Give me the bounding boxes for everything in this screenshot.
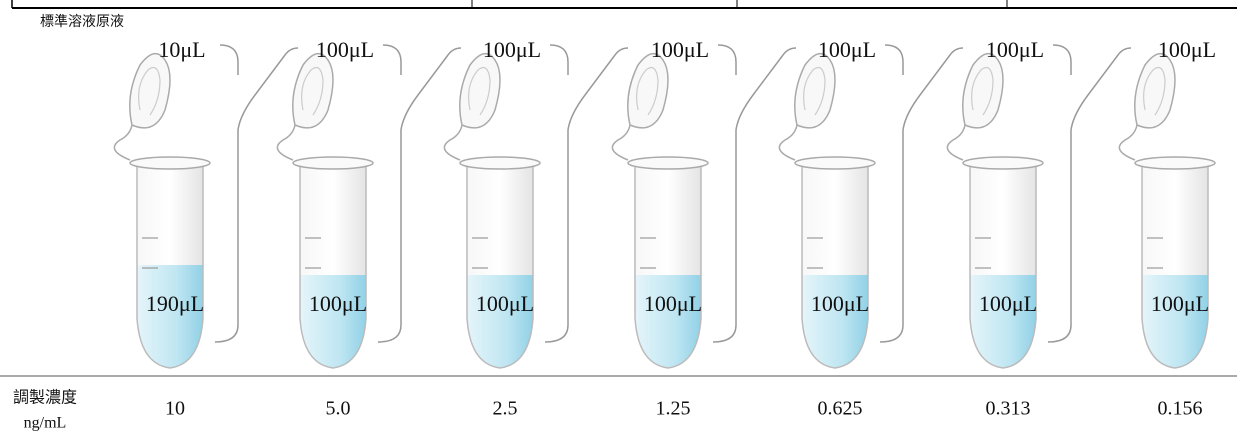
top-volume: 100μL <box>483 37 541 62</box>
liquid <box>635 275 701 368</box>
concentration: 10 <box>165 398 185 420</box>
concentration: 5.0 <box>326 398 351 420</box>
tubes: 10μL190μL10100μL100μL5.0100μL100μL2.5100… <box>113 37 1216 420</box>
row-unit: ng/mL <box>24 415 67 432</box>
top-volume: 100μL <box>1158 37 1216 62</box>
transfer-bracket <box>377 47 462 343</box>
cap-hinge <box>946 124 966 161</box>
cap <box>459 52 501 129</box>
top-volume: 100μL <box>986 37 1044 62</box>
top-bracket <box>549 44 569 75</box>
tube-outline <box>466 164 534 369</box>
table-top <box>11 0 1237 9</box>
tube: 100μL 100μL 0.313 <box>946 37 1132 420</box>
tube-rim <box>129 156 211 170</box>
cap-hinge <box>113 124 133 161</box>
top-volume: 10μL <box>158 37 205 62</box>
bottom-volume: 190μL <box>146 291 204 316</box>
bottom-volume: 100μL <box>979 291 1037 316</box>
cap <box>292 52 334 129</box>
transfer-bracket <box>879 47 964 343</box>
bottom-volume: 100μL <box>644 291 702 316</box>
concentration: 0.313 <box>986 398 1031 420</box>
tube-outline <box>299 164 367 369</box>
cap-inner <box>468 67 491 116</box>
tube-rim <box>459 156 541 170</box>
tube: 100μL 100μL 5.0 <box>276 37 462 420</box>
top-bracket <box>717 44 737 75</box>
tube-rim <box>1134 156 1216 170</box>
liquid <box>970 275 1036 368</box>
concentration: 0.156 <box>1158 398 1203 420</box>
top-volume: 100μL <box>818 37 876 62</box>
cap <box>129 52 171 129</box>
cap-hinge <box>611 124 631 161</box>
tube-outline <box>1141 164 1209 369</box>
cap-inner <box>1143 67 1166 116</box>
tube: 100μL 100μL 1.25 <box>611 37 797 420</box>
cap-inner <box>636 67 659 116</box>
tube-outline <box>801 164 869 369</box>
tube-outline <box>969 164 1037 369</box>
tube: 10μL 190μL 10 <box>113 37 299 420</box>
bottom-volume: 100μL <box>476 291 534 316</box>
cap-hinge <box>1118 124 1138 161</box>
tube: 100μL 100μL 0.156 <box>1118 37 1216 420</box>
liquid <box>1142 275 1208 368</box>
cap-inner <box>971 67 994 116</box>
bottom-volume: 100μL <box>309 291 367 316</box>
tube-rim <box>292 156 374 170</box>
cap <box>627 52 669 129</box>
liquid <box>467 275 533 368</box>
cap <box>1134 52 1176 129</box>
tube-outline <box>136 164 204 369</box>
top-bracket <box>219 44 239 75</box>
bottom-volume: 100μL <box>1151 291 1209 316</box>
top-bracket <box>382 44 402 75</box>
top-bracket <box>884 44 904 75</box>
cap <box>794 52 836 129</box>
concentration: 2.5 <box>493 398 518 420</box>
liquid <box>137 265 203 368</box>
transfer-bracket <box>544 47 629 343</box>
cap-hinge <box>778 124 798 161</box>
concentration: 1.25 <box>656 398 691 420</box>
cap-inner <box>138 67 161 116</box>
tube-outline <box>634 164 702 369</box>
concentration: 0.625 <box>818 398 863 420</box>
cap-hinge <box>276 124 296 161</box>
transfer-bracket <box>712 47 797 343</box>
tube-rim <box>794 156 876 170</box>
cap-inner <box>301 67 324 116</box>
tube: 100μL 100μL 0.625 <box>778 37 964 420</box>
top-volume: 100μL <box>316 37 374 62</box>
tube: 100μL 100μL 2.5 <box>443 37 629 420</box>
liquid <box>802 275 868 368</box>
transfer-bracket <box>1047 47 1132 343</box>
row-label: 調製濃度 <box>13 388 77 407</box>
cap <box>962 52 1004 129</box>
cap-inner <box>803 67 826 116</box>
title: 標準溶液原液 <box>40 14 124 30</box>
top-volume: 100μL <box>651 37 709 62</box>
liquid <box>300 275 366 368</box>
cap-hinge <box>443 124 463 161</box>
transfer-bracket <box>214 47 299 343</box>
top-bracket <box>1052 44 1072 75</box>
tube-rim <box>962 156 1044 170</box>
bottom-volume: 100μL <box>811 291 869 316</box>
tube-rim <box>627 156 709 170</box>
